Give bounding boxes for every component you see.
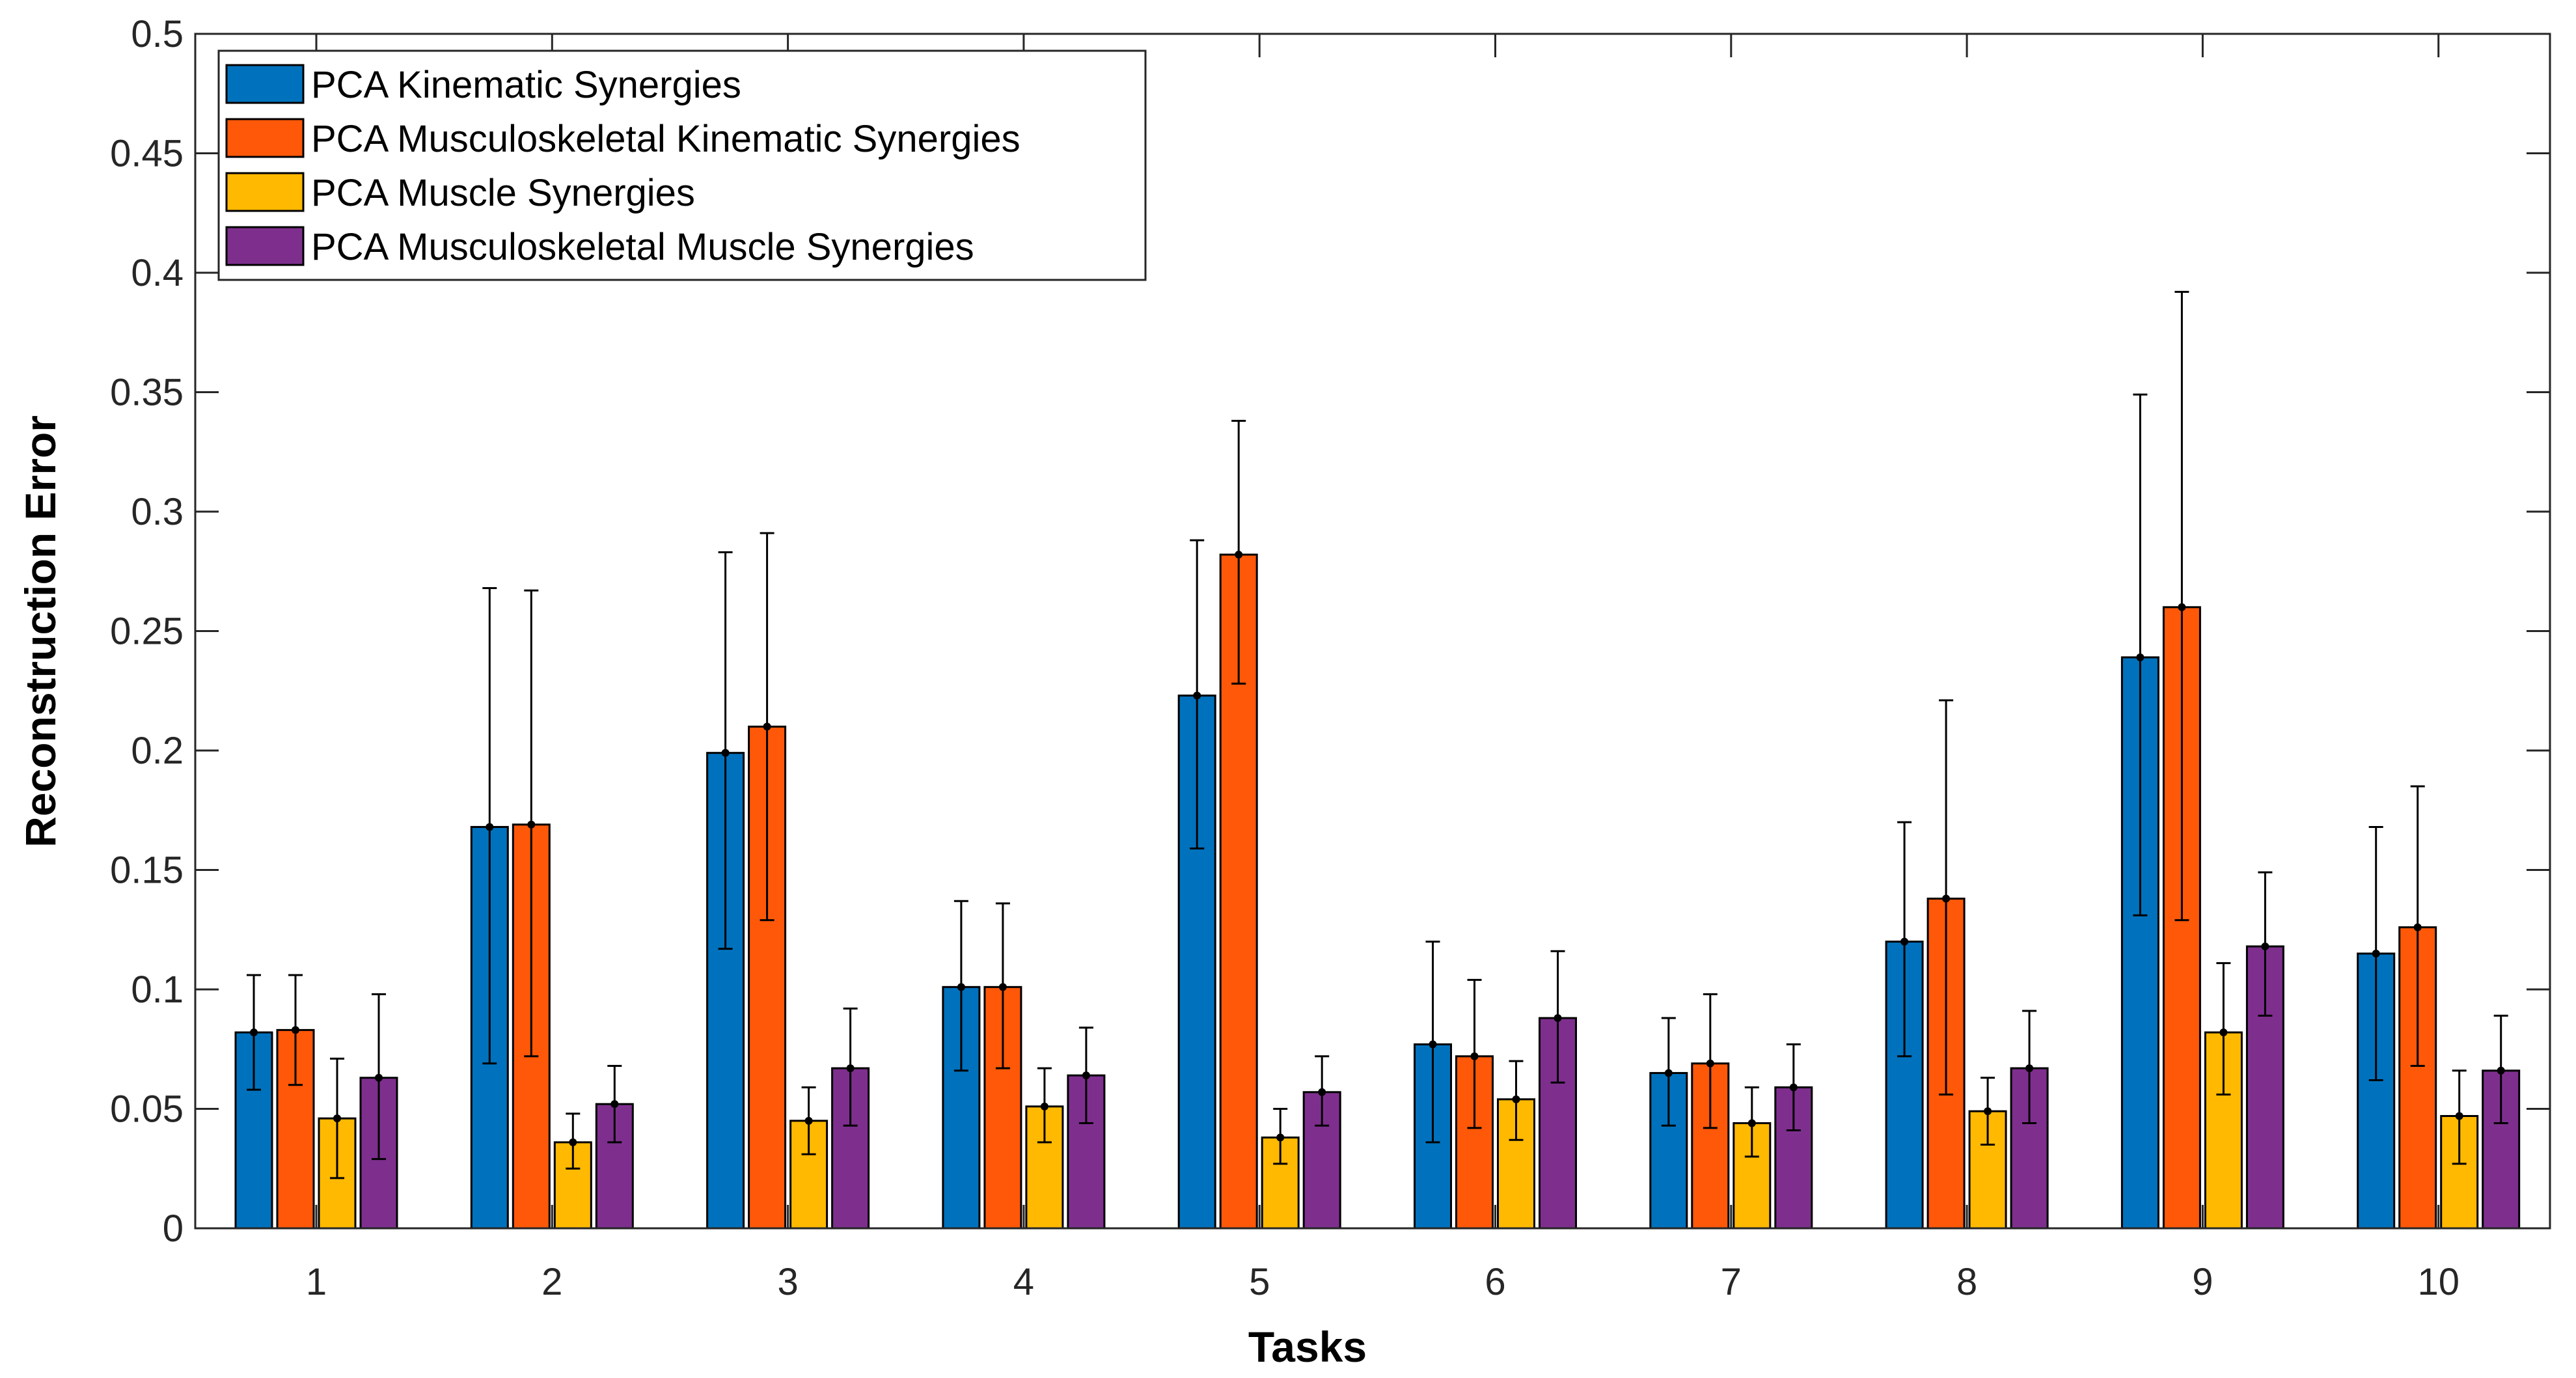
mean-marker [846,1064,855,1073]
mean-marker [1554,1014,1562,1023]
mean-marker [1318,1088,1326,1096]
mean-marker [250,1028,258,1037]
x-tick-label: 4 [1013,1261,1034,1303]
mean-marker [1706,1059,1714,1068]
mean-marker [804,1116,813,1125]
legend-label-series-4: PCA Musculoskeletal Muscle Synergies [311,226,974,268]
x-axis-title: Tasks [1248,1323,1367,1371]
mean-marker [2136,653,2144,661]
x-tick-label: 1 [306,1261,327,1303]
mean-marker [2497,1066,2505,1075]
y-tick-label: 0.25 [110,611,184,653]
mean-marker [721,749,730,757]
mean-marker [1942,894,1951,903]
mean-marker [1747,1119,1756,1127]
mean-marker [610,1100,619,1109]
y-tick-label: 0.5 [131,13,184,55]
x-tick-label: 2 [541,1261,562,1303]
legend-swatch-series-3 [225,172,305,212]
mean-marker [527,820,536,829]
y-tick-label: 0.45 [110,133,184,175]
legend-box [217,49,1147,281]
mean-marker [2372,949,2380,958]
x-tick-label: 3 [777,1261,798,1303]
y-axis-title: Reconstruction Error [16,415,64,847]
mean-marker [486,823,494,831]
legend-swatch-series-4 [225,226,305,266]
mean-marker [1040,1102,1048,1110]
mean-marker [1900,937,1909,946]
x-tick-label: 9 [2192,1261,2213,1303]
mean-marker [1789,1083,1798,1092]
mean-marker [1193,691,1201,700]
mean-marker [1276,1133,1285,1142]
mean-marker [375,1073,383,1082]
legend-label-series-2: PCA Musculoskeletal Kinematic Synergies [311,118,1021,160]
legend-label-series-1: PCA Kinematic Synergies [311,64,741,106]
mean-marker [292,1026,299,1034]
mean-marker [333,1114,341,1123]
x-tick-label: 5 [1249,1261,1270,1303]
mean-marker [569,1138,577,1146]
mean-marker [1664,1069,1673,1077]
error-bar-group [247,290,2508,1179]
mean-marker [2219,1028,2228,1037]
y-tick-label: 0.3 [131,491,184,533]
y-tick-label: 0.05 [110,1088,184,1131]
x-tick-label: 7 [1721,1261,1742,1303]
mean-marker [2413,923,2422,931]
y-tick-label: 0.2 [131,730,184,772]
mean-marker [1235,551,1243,559]
mean-marker [1512,1095,1520,1103]
mean-marker [957,983,965,991]
legend-swatch-series-2 [225,118,305,158]
x-tick-label: 8 [1956,1261,1977,1303]
x-axis-ticks: 1 2 3 4 5 6 7 8 9 10 [306,34,2460,1303]
mean-marker [763,723,771,731]
mean-marker [2025,1064,2034,1073]
y-tick-label: 0 [163,1207,184,1250]
y-axis-ticks: 0 0.05 0.1 0.15 0.2 0.25 0.3 0.35 0.4 0.45 0.5 [110,13,2550,1250]
mean-marker [2261,942,2269,950]
y-tick-label: 0.15 [110,849,184,892]
mean-marker [2178,603,2186,611]
mean-marker [1984,1107,1992,1116]
y-tick-label: 0.4 [131,252,184,294]
mean-marker [1429,1040,1437,1049]
legend: PCA Kinematic Synergies PCA Musculoskelet… [217,49,1147,281]
x-tick-label: 10 [2417,1261,2460,1303]
mean-marker [1470,1052,1479,1060]
mean-marker [2455,1112,2463,1120]
y-tick-label: 0.35 [110,372,184,414]
mean-marker [1082,1071,1090,1080]
mean-marker [998,983,1007,991]
legend-swatch-series-1 [225,64,305,104]
legend-label-series-3: PCA Muscle Synergies [311,172,695,214]
y-tick-label: 0.1 [131,969,184,1011]
x-tick-label: 6 [1485,1261,1505,1303]
